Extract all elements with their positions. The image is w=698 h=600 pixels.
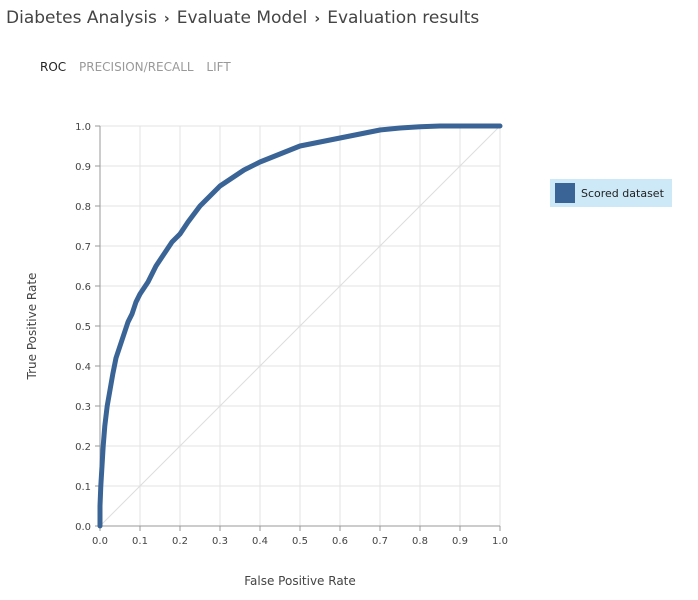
breadcrumb: Diabetes Analysis › Evaluate Model › Evaluat… xyxy=(6,8,479,28)
chart-diagonal-reference xyxy=(99,125,501,527)
tab-precision-recall[interactable]: PRECISION/RECALL xyxy=(79,60,194,74)
x-tick-label: 0.8 xyxy=(412,536,428,547)
chevron-right-icon: › xyxy=(163,11,170,27)
y-tick-label: 0.8 xyxy=(75,202,91,213)
y-tick-label: 0.4 xyxy=(75,362,91,373)
x-tick-label: 0.6 xyxy=(332,536,348,547)
x-tick-label: 0.1 xyxy=(132,536,148,547)
tab-lift[interactable]: LIFT xyxy=(206,60,231,74)
x-tick-label: 0.7 xyxy=(372,536,388,547)
x-tick-label: 0.5 xyxy=(292,536,308,547)
y-tick-label: 0.1 xyxy=(75,482,91,493)
x-tick-label: 0.2 xyxy=(172,536,188,547)
y-tick-label: 0.0 xyxy=(75,522,91,533)
x-tick-label: 0.4 xyxy=(252,536,268,547)
x-tick-label: 0.0 xyxy=(92,536,108,547)
y-tick-label: 0.5 xyxy=(75,322,91,333)
breadcrumb-item-diabetes-analysis[interactable]: Diabetes Analysis xyxy=(6,8,157,28)
legend-swatch xyxy=(555,183,575,203)
legend-item-scored-dataset[interactable]: Scored dataset xyxy=(550,179,672,207)
y-axis-title: True Positive Rate xyxy=(25,273,39,381)
chart-series xyxy=(97,123,503,529)
roc-curve-scored-dataset xyxy=(97,123,503,529)
x-tick-label: 0.9 xyxy=(452,536,468,547)
tab-roc[interactable]: ROC xyxy=(40,60,67,74)
chart-tick-labels: 0.0 0.1 0.2 0.3 0.4 0.5 0.6 0.7 0.8 0.9 1.0 0.0 0.1 0… xyxy=(75,122,508,547)
y-tick-label: 1.0 xyxy=(75,122,91,133)
y-tick-label: 0.2 xyxy=(75,442,91,453)
y-tick-label: 0.6 xyxy=(75,282,91,293)
breadcrumb-item-evaluate-model[interactable]: Evaluate Model xyxy=(176,8,308,28)
y-tick-label: 0.7 xyxy=(75,242,91,253)
chevron-right-icon: › xyxy=(314,11,321,27)
breadcrumb-item-evaluation-results: Evaluation results xyxy=(327,8,480,28)
x-tick-label: 0.3 xyxy=(212,536,228,547)
legend-label: Scored dataset xyxy=(581,186,664,200)
x-tick-label: 1.0 xyxy=(492,536,508,547)
y-tick-label: 0.3 xyxy=(75,402,91,413)
x-axis-title: False Positive Rate xyxy=(244,574,356,588)
y-tick-label: 0.9 xyxy=(75,162,91,173)
diagonal-reference-line xyxy=(99,125,501,527)
chart-tabs: ROC PRECISION/RECALL LIFT xyxy=(40,60,240,74)
